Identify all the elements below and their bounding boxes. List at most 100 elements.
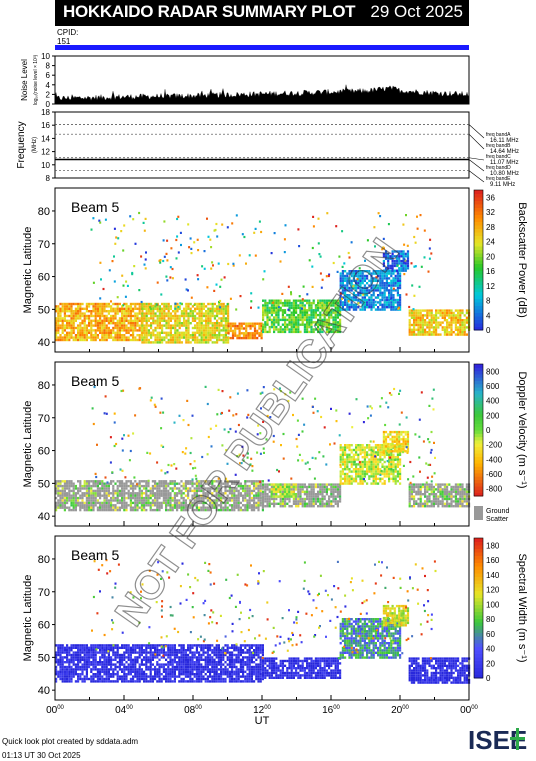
frequency-ytick-label: 18 — [41, 108, 50, 117]
spectral-width-colorbar-segment — [474, 657, 483, 661]
spectral-width-colorbar-segment — [474, 573, 483, 577]
spectral-width-colorbar-tick: 20 — [486, 659, 495, 668]
doppler-velocity-colorbar-segment — [474, 486, 483, 490]
backscatter-power-colorbar-segment — [474, 316, 483, 320]
ground-scatter-swatch — [474, 506, 483, 520]
backscatter-power-colorbar-segment — [474, 253, 483, 257]
frequency-band-leader — [468, 124, 485, 139]
doppler-velocity-colorbar-frame — [473, 363, 484, 497]
frequency-ytick-label: 8 — [46, 174, 51, 183]
frequency-band-leader — [468, 170, 485, 183]
backscatter-power-colorbar-tick: 0 — [486, 326, 491, 335]
noise-ytick-label: 10 — [41, 52, 50, 61]
doppler-velocity-colorbar-segment — [474, 479, 483, 484]
spectral-width-data — [55, 559, 471, 684]
doppler-velocity-colorbar-segment — [474, 443, 483, 447]
backscatter-power-colorbar-segment — [474, 232, 483, 236]
cpid-value: 151 — [57, 37, 71, 46]
doppler-velocity-ytick-label: 40 — [38, 511, 50, 523]
footer-credit: Quick look plot created by sddata.adm — [2, 737, 139, 746]
doppler-velocity-colorbar-segment — [474, 403, 483, 408]
doppler-velocity-colorbar-segment — [474, 383, 483, 388]
xtick-label: 0000 — [460, 705, 478, 716]
noise-ytick-label: 8 — [46, 62, 51, 71]
spectral-width-colorbar-tick: 60 — [486, 630, 495, 639]
doppler-velocity-colorbar-segment — [474, 453, 483, 457]
backscatter-power-ytick-label: 60 — [38, 272, 50, 284]
spectral-width-colorbar-segment — [474, 618, 483, 623]
spectral-width-colorbar-segment — [474, 604, 483, 609]
doppler-velocity-ytick-label: 70 — [38, 413, 50, 425]
spectral-width-ytick-label: 80 — [38, 554, 50, 566]
frequency-band-leader — [468, 159, 485, 172]
backscatter-power-colorbar-label: Backscatter Power (dB) — [516, 202, 528, 318]
doppler-velocity-colorbar-segment — [474, 377, 483, 381]
doppler-velocity-colorbar-segment — [474, 446, 483, 451]
doppler-velocity-colorbar-segment — [474, 410, 483, 414]
doppler-velocity-colorbar-segment — [474, 364, 483, 368]
xtick-label: 1600 — [322, 705, 340, 716]
doppler-velocity-ytick-label: 60 — [38, 446, 50, 458]
backscatter-power-colorbar-segment — [474, 302, 483, 306]
doppler-velocity-colorbar-tick: 800 — [486, 367, 500, 376]
spectral-width-colorbar-segment — [474, 646, 483, 651]
spectral-width-colorbar-segment — [474, 625, 483, 630]
spectral-width-colorbar-segment — [474, 545, 483, 549]
doppler-velocity-colorbar-tick: 0 — [486, 426, 491, 435]
frequency-band-value: 16.11 MHz — [490, 138, 519, 144]
backscatter-power-colorbar-segment — [474, 284, 483, 289]
backscatter-power-data — [55, 211, 471, 344]
spectral-width-ytick-label: 60 — [38, 620, 50, 632]
backscatter-power-colorbar-segment — [474, 256, 483, 261]
backscatter-power-colorbar-tick: 32 — [486, 208, 495, 217]
frequency-band-value: 11.07 MHz — [490, 160, 519, 166]
doppler-velocity-colorbar-segment — [474, 426, 483, 431]
footer-timestamp: 01:13 UT 30 Oct 2025 — [2, 751, 81, 760]
doppler-velocity-colorbar-tick: -800 — [486, 485, 503, 494]
xtick-label: 2000 — [391, 705, 409, 716]
xtick-label: 0000 — [46, 705, 64, 716]
backscatter-power-colorbar-segment — [474, 281, 483, 285]
backscatter-power-colorbar-tick: 12 — [486, 282, 495, 291]
spectral-width-beam-label: Beam 5 — [71, 547, 119, 563]
backscatter-power-colorbar-segment — [474, 246, 483, 250]
doppler-velocity-colorbar-tick: -200 — [486, 441, 503, 450]
spectral-width-colorbar-segment — [474, 611, 483, 616]
doppler-velocity-colorbar-segment — [474, 433, 483, 438]
backscatter-power-beam-label: Beam 5 — [71, 199, 119, 215]
spectral-width-colorbar-label: Spectral Width (m s⁻¹) — [516, 553, 528, 662]
backscatter-power-colorbar-segment — [474, 221, 483, 226]
doppler-velocity-colorbar-segment — [474, 439, 483, 444]
backscatter-power-colorbar-tick: 24 — [486, 238, 495, 247]
backscatter-power-colorbar-segment — [474, 305, 483, 310]
doppler-velocity-ytick-label: 80 — [38, 380, 50, 392]
doppler-velocity-colorbar-segment — [474, 489, 483, 494]
doppler-velocity-colorbar-tick: 400 — [486, 397, 500, 406]
spectral-width-colorbar-segment — [474, 615, 483, 619]
doppler-velocity-beam-label: Beam 5 — [71, 373, 119, 389]
noise-ytick-label: 6 — [46, 71, 51, 80]
spectral-width-ylabel: Magnetic Latitude — [22, 575, 34, 662]
doppler-velocity-colorbar-segment — [474, 420, 483, 424]
backscatter-power-colorbar-segment — [474, 193, 483, 198]
cpid: CPID: 151 — [57, 28, 78, 46]
spectral-width-colorbar-tick: 180 — [486, 541, 500, 550]
spectral-width-colorbar-segment — [474, 580, 483, 584]
doppler-velocity-colorbar-tick: 200 — [486, 411, 500, 420]
spectral-width-colorbar-segment — [474, 548, 483, 553]
backscatter-power-colorbar-segment — [474, 239, 483, 243]
backscatter-power-ytick-label: 70 — [38, 239, 50, 251]
doppler-velocity-ylabel: Magnetic Latitude — [22, 401, 34, 488]
spectral-width-colorbar-segment — [474, 664, 483, 668]
spectral-width-colorbar-segment — [474, 594, 483, 598]
xtick-label: 1200 — [253, 705, 271, 716]
backscatter-power-colorbar-segment — [474, 200, 483, 205]
doppler-velocity-colorbar-segment — [474, 476, 483, 480]
doppler-velocity-colorbar-segment — [474, 423, 483, 428]
backscatter-power-colorbar-segment — [474, 295, 483, 299]
backscatter-power-colorbar-segment — [474, 267, 483, 271]
backscatter-power-colorbar-segment — [474, 197, 483, 201]
spectral-width-colorbar-segment — [474, 555, 483, 560]
frequency-band-leader — [468, 157, 485, 161]
spectral-width-colorbar-tick: 40 — [486, 645, 495, 654]
